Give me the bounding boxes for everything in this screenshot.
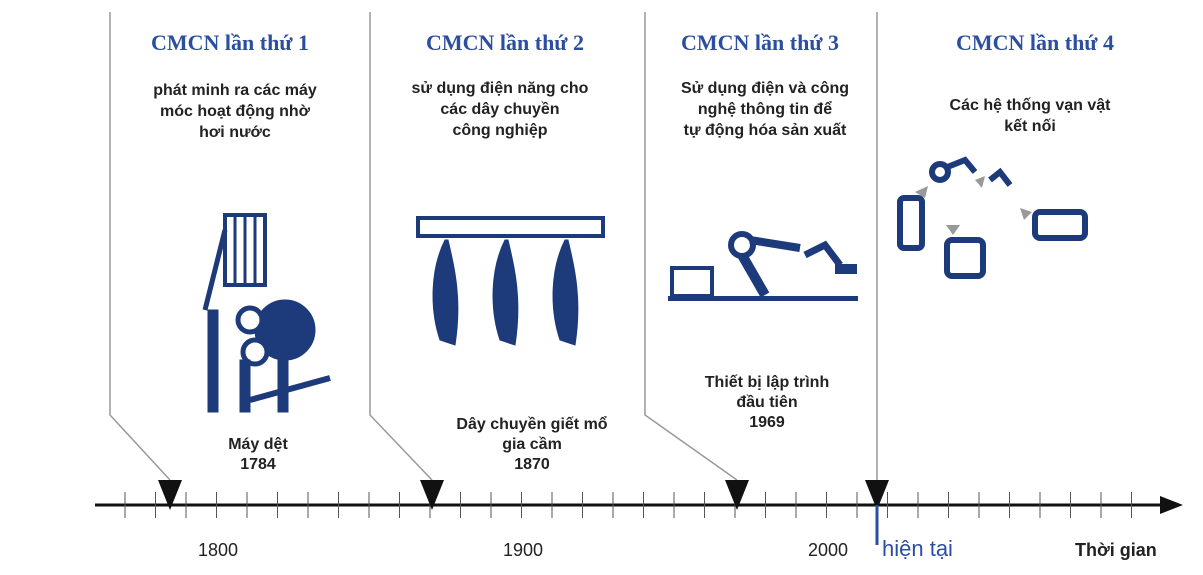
event-year: 1969 [647, 413, 887, 433]
event-year: 1784 [138, 455, 378, 475]
event-line: Máy dệt [138, 435, 378, 455]
description-line: các dây chuyền [375, 99, 625, 120]
event-line: Dây chuyền giết mổ [412, 415, 652, 435]
iot-icon [900, 160, 1085, 276]
description-line: móc hoạt động nhờ [110, 101, 360, 122]
tick-label: 1800 [178, 540, 258, 561]
axis-arrow [1160, 496, 1183, 514]
present-label: hiện tại [882, 536, 953, 562]
tick-label: 2000 [788, 540, 868, 561]
event-line: gia cầm [412, 435, 652, 455]
event-line: Thiết bị lập trình [647, 373, 887, 393]
description-line: nghệ thông tin để [640, 99, 890, 120]
panel-title: CMCN lần thứ 1 [100, 30, 360, 56]
description-line: kết nối [905, 116, 1155, 137]
description-line: Các hệ thống vạn vật [905, 95, 1155, 116]
axis-label: Thời gian [1075, 540, 1157, 561]
description-line: Sử dụng điện và công [640, 78, 890, 99]
panel-title: CMCN lần thứ 2 [375, 30, 635, 56]
loom-icon [205, 215, 330, 412]
panel-title: CMCN lần thứ 4 [905, 30, 1165, 56]
robot-arm-icon [668, 234, 858, 301]
description-line: phát minh ra các máy [110, 80, 360, 101]
tick-label: 1900 [483, 540, 563, 561]
panel-title: CMCN lần thứ 3 [630, 30, 890, 56]
infographic: CMCN lần thứ 1 CMCN lần thứ 2 CMCN lần t… [0, 0, 1203, 575]
event-year: 1870 [412, 455, 652, 475]
description-line: hơi nước [110, 122, 360, 143]
event-line: đầu tiên [647, 393, 887, 413]
conveyor-icon [418, 218, 603, 345]
description-line: tự động hóa sản xuất [640, 120, 890, 141]
description-line: công nghiệp [375, 120, 625, 141]
description-line: sử dụng điện năng cho [375, 78, 625, 99]
